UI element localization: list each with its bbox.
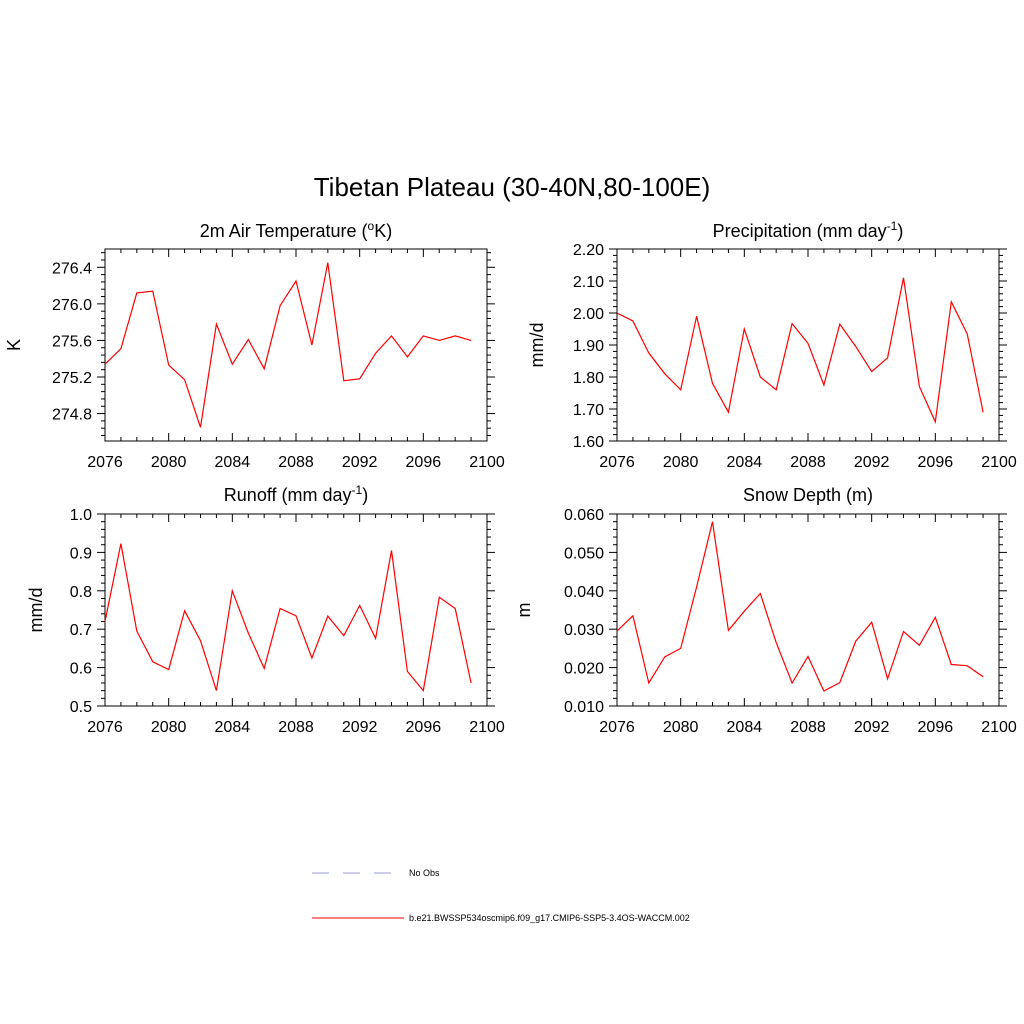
panel-1: 2076 2080 2084 2088 2092 2096 2100 274.8 275.2 27… bbox=[4, 219, 505, 471]
legend-label-1: No Obs bbox=[409, 868, 440, 878]
y-axis-label: m bbox=[514, 603, 534, 618]
y-tick-label: 0.040 bbox=[564, 584, 604, 601]
y-tick-label: 2.20 bbox=[573, 242, 604, 259]
y-tick-label: 275.6 bbox=[52, 333, 92, 350]
x-tick-label: 2076 bbox=[599, 454, 635, 471]
x-tick-label: 2096 bbox=[918, 454, 954, 471]
y-tick-label: 0.020 bbox=[564, 661, 604, 678]
y-axis-label: K bbox=[4, 339, 24, 351]
figure-title: Tibetan Plateau (30-40N,80-100E) bbox=[314, 172, 711, 202]
x-tick-label: 2100 bbox=[469, 454, 505, 471]
y-tick-label: 0.5 bbox=[70, 699, 92, 716]
x-tick-label: 2088 bbox=[790, 454, 826, 471]
plot-frame bbox=[104, 248, 488, 442]
y-tick-label: 275.2 bbox=[52, 370, 92, 387]
panel-3: 2076 2080 2084 2088 2092 2096 2100 0.5 0.6 0.7 0.8… bbox=[26, 483, 505, 736]
x-tick-label: 2084 bbox=[215, 454, 251, 471]
y-tick-label: 0.010 bbox=[564, 699, 604, 716]
x-tick-label: 2100 bbox=[981, 719, 1017, 736]
y-tick-label: 276.0 bbox=[52, 297, 92, 314]
y-tick-label: 0.060 bbox=[564, 507, 604, 524]
y-axis-label: mm/d bbox=[527, 323, 547, 368]
x-tick-label: 2088 bbox=[790, 719, 826, 736]
panel-title: Snow Depth (m) bbox=[743, 485, 873, 505]
panel-title: Precipitation (mm day-1) bbox=[713, 219, 904, 241]
y-tick-label: 1.90 bbox=[573, 338, 604, 355]
plot-frame bbox=[104, 513, 488, 707]
panel-title-main: Snow Depth (m) bbox=[743, 485, 873, 505]
y-tick-label: 2.10 bbox=[573, 274, 604, 291]
panel-title-sup: o bbox=[368, 219, 375, 233]
panel-title-main: Runoff (mm day bbox=[224, 485, 352, 505]
y-tick-label: 1.80 bbox=[573, 370, 604, 387]
panel-title-main: Precipitation (mm day bbox=[713, 221, 887, 241]
y-tick-label: 0.050 bbox=[564, 545, 604, 562]
plot-frame bbox=[616, 513, 1000, 707]
panel-title-sup: -1 bbox=[887, 219, 898, 233]
y-tick-label: 1.60 bbox=[573, 434, 604, 451]
x-tick-label: 2088 bbox=[278, 719, 314, 736]
x-tick-label: 2096 bbox=[406, 719, 442, 736]
y-tick-label: 1.0 bbox=[70, 507, 92, 524]
x-tick-label: 2080 bbox=[663, 719, 699, 736]
y-tick-label: 0.6 bbox=[70, 661, 92, 678]
y-tick-label: 0.030 bbox=[564, 622, 604, 639]
x-tick-label: 2084 bbox=[215, 719, 251, 736]
panel-title: Runoff (mm day-1) bbox=[224, 483, 368, 505]
series-line bbox=[104, 543, 472, 692]
x-tick-label: 2092 bbox=[854, 719, 890, 736]
x-tick-label: 2092 bbox=[854, 454, 890, 471]
panel-title-main: 2m Air Temperature ( bbox=[200, 221, 368, 241]
y-tick-label: 274.8 bbox=[52, 407, 92, 424]
series-line bbox=[104, 262, 472, 428]
x-tick-label: 2092 bbox=[342, 719, 378, 736]
y-tick-label: 0.9 bbox=[70, 545, 92, 562]
y-tick-label: 0.7 bbox=[70, 622, 92, 639]
x-tick-label: 2080 bbox=[663, 454, 699, 471]
legend: No Obs b.e21.BWSSP534oscmip6.f09_g17.CMIP… bbox=[312, 868, 690, 923]
x-tick-label: 2096 bbox=[918, 719, 954, 736]
panel-title-post: ) bbox=[897, 221, 903, 241]
panel-4: 2076 2080 2084 2088 2092 2096 2100 0.010 0.020 0.… bbox=[514, 485, 1017, 736]
y-tick-label: 0.8 bbox=[70, 584, 92, 601]
x-tick-label: 2096 bbox=[406, 454, 442, 471]
x-tick-label: 2076 bbox=[599, 719, 635, 736]
legend-label-2: b.e21.BWSSP534oscmip6.f09_g17.CMIP6-SSP5… bbox=[409, 913, 690, 923]
panel-title-sup: -1 bbox=[352, 483, 363, 497]
series-line bbox=[616, 521, 984, 692]
x-tick-label: 2080 bbox=[151, 454, 187, 471]
x-tick-label: 2100 bbox=[469, 719, 505, 736]
y-tick-label: 276.4 bbox=[52, 260, 92, 277]
x-tick-label: 2076 bbox=[87, 719, 123, 736]
x-tick-label: 2092 bbox=[342, 454, 378, 471]
y-tick-label: 2.00 bbox=[573, 306, 604, 323]
x-tick-label: 2088 bbox=[278, 454, 314, 471]
y-axis-label: mm/d bbox=[26, 588, 46, 633]
panel-2: 2076 2080 2084 2088 2092 2096 2100 1.60 1.70 1.80… bbox=[527, 219, 1017, 471]
x-tick-label: 2084 bbox=[727, 719, 763, 736]
panel-title-post: K) bbox=[374, 221, 392, 241]
x-tick-label: 2076 bbox=[87, 454, 123, 471]
panel-title: 2m Air Temperature (oK) bbox=[200, 219, 392, 241]
y-tick-label: 1.70 bbox=[573, 402, 604, 419]
x-tick-label: 2100 bbox=[981, 454, 1017, 471]
x-tick-label: 2084 bbox=[727, 454, 763, 471]
panel-title-post: ) bbox=[362, 485, 368, 505]
panels: 2076 2080 2084 2088 2092 2096 2100 274.8 275.2 27… bbox=[4, 219, 1017, 736]
series-line bbox=[616, 277, 984, 424]
x-tick-label: 2080 bbox=[151, 719, 187, 736]
